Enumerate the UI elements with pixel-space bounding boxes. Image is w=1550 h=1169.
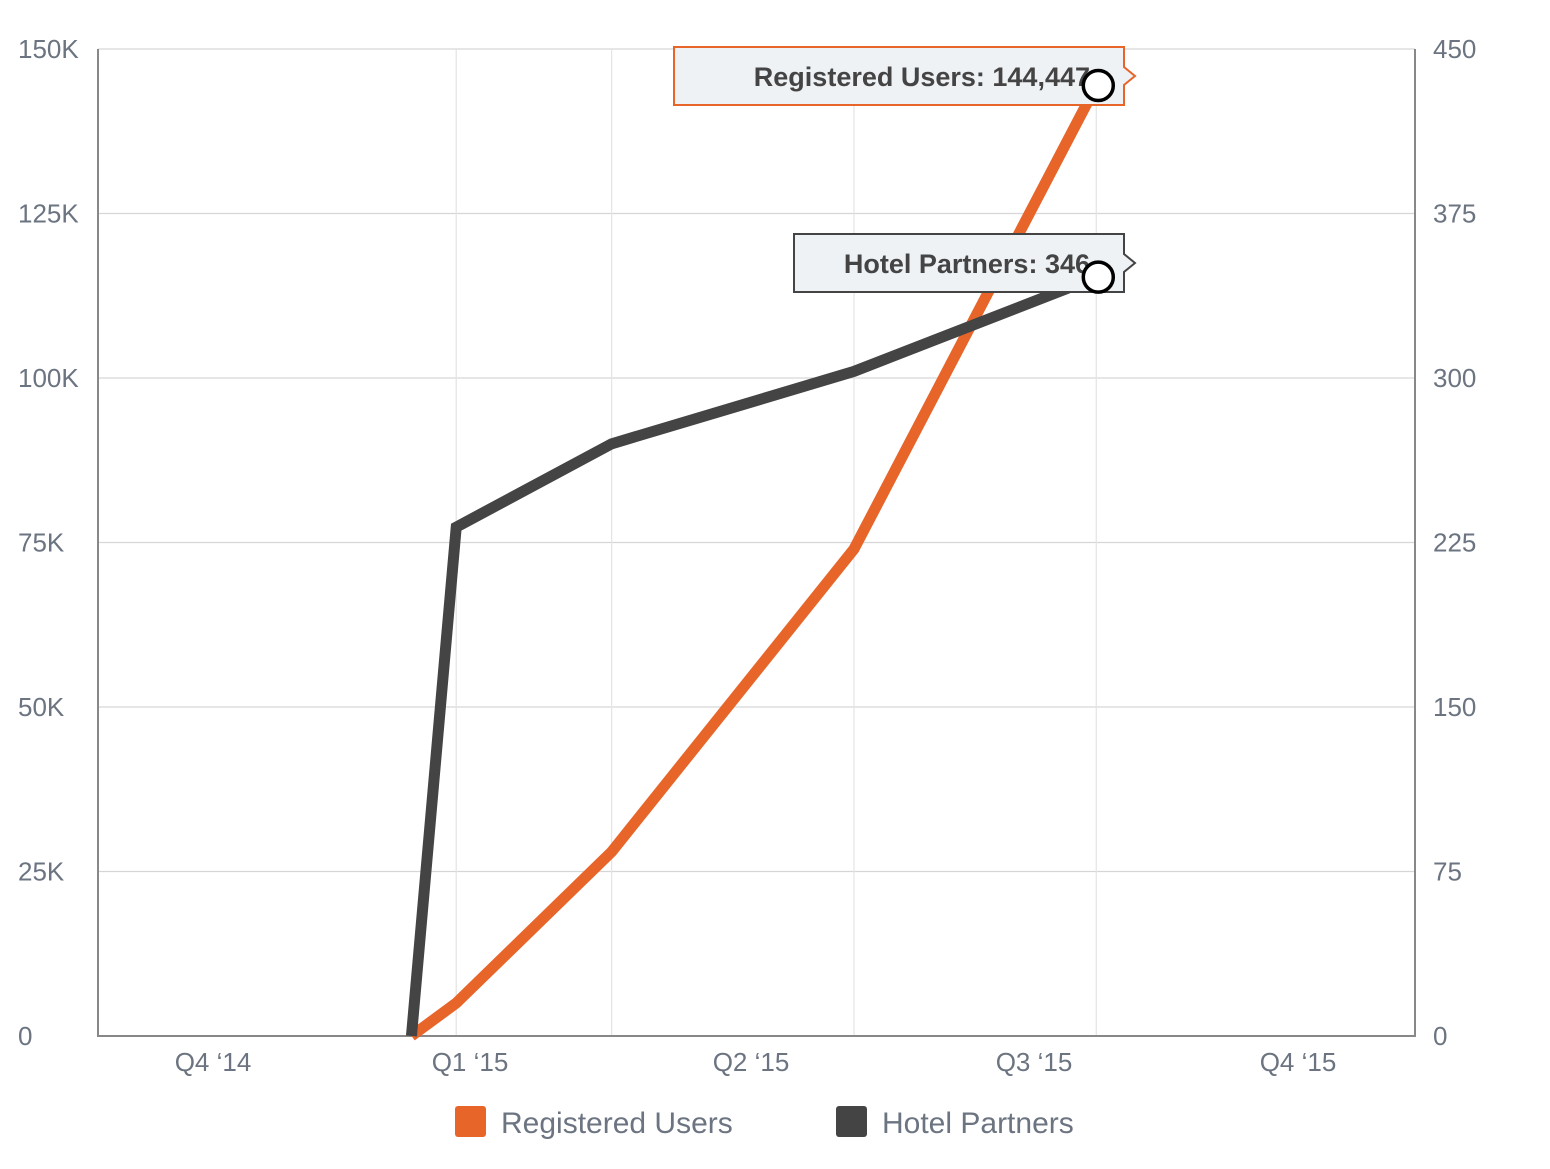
series-line-hotel-partners [405,271,1099,1037]
axes [97,49,1416,1037]
right-tick-label: 375 [1433,199,1476,229]
callout-hotel-partners: Hotel Partners: 346 [793,233,1137,294]
legend-label: Registered Users [501,1107,733,1140]
tick-labels: 0 25K 50K 75K 100K 125K 150K 0 75 150 225 300 375 450… [18,34,1476,1077]
x-tick-label: Q3 ‘15 [996,1047,1073,1077]
left-tick-label: 100K [18,363,79,393]
left-tick-label: 50K [18,692,65,722]
legend-item-registered-users: Registered Users [455,1106,733,1140]
right-tick-label: 75 [1433,857,1462,887]
x-tick-label: Q1 ‘15 [432,1047,509,1077]
series-line-registered-users [408,82,1102,1041]
grid-lines [98,48,1415,1036]
callout-registered-users: Registered Users: 144,447 [673,46,1137,106]
right-tick-label: 150 [1433,692,1476,722]
x-tick-label: Q4 ‘15 [1260,1047,1337,1077]
callout-label: Hotel Partners: 346 [844,249,1090,279]
end-point-marker [1081,68,1116,103]
callout-box [673,46,1137,106]
legend-item-hotel-partners: Hotel Partners [836,1106,1074,1140]
left-tick-label: 25K [18,857,65,887]
end-point-marker [1081,260,1116,294]
right-tick-label: 0 [1433,1021,1447,1051]
left-tick-label: 0 [18,1021,32,1051]
series-lines [405,82,1102,1041]
left-tick-label: 75K [18,528,65,558]
legend-label: Hotel Partners [882,1107,1074,1140]
x-tick-label: Q2 ‘15 [713,1047,790,1077]
left-tick-label: 125K [18,199,79,229]
right-tick-label: 450 [1433,34,1476,64]
right-tick-label: 225 [1433,528,1476,558]
legend: Registered Users Hotel Partners [455,1106,1074,1140]
x-tick-label: Q4 ‘14 [175,1047,252,1077]
callout-box [793,233,1137,293]
right-tick-label: 300 [1433,363,1476,393]
callouts: Registered Users: 144,447 Hotel Partners:… [673,46,1137,294]
left-tick-label: 150K [18,34,79,64]
callout-label: Registered Users: 144,447 [754,62,1090,92]
legend-swatch [836,1106,867,1137]
legend-swatch [455,1106,486,1137]
